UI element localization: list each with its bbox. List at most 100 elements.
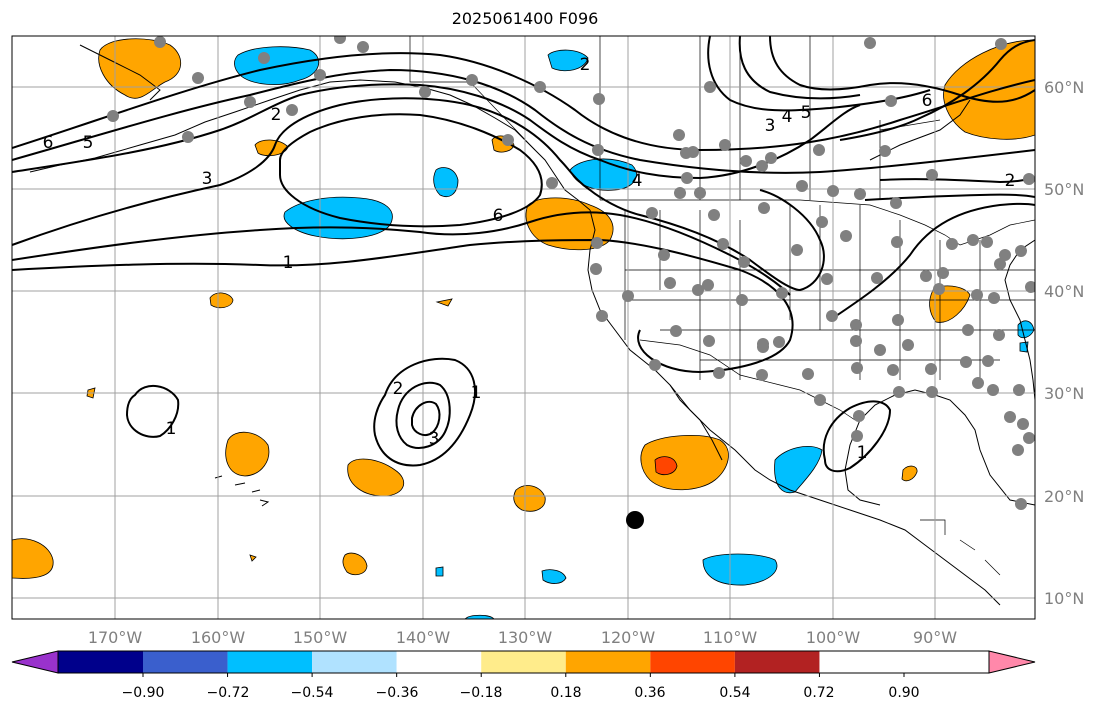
- colorbar-extend-max: [988, 650, 1036, 674]
- station-marker: [802, 368, 814, 380]
- station-marker: [1017, 418, 1029, 430]
- canada-provinces: [599, 36, 941, 200]
- station-marker: [891, 236, 903, 248]
- colorbar-tick-label: 0.18: [550, 685, 581, 701]
- station-marker: [590, 263, 602, 275]
- contour-line: [839, 39, 1035, 141]
- station-marker: [357, 41, 369, 53]
- anomaly-negative: [541, 569, 567, 584]
- alaska-coastline: [29, 79, 591, 211]
- station-marker: [673, 129, 685, 141]
- station-marker: [826, 310, 838, 322]
- north-alaska-coastline: [79, 44, 161, 101]
- anomaly-positive: [435, 298, 453, 307]
- station-marker: [107, 110, 119, 122]
- contour-label: 3: [765, 116, 776, 136]
- baja-coastline: [669, 384, 723, 461]
- station-marker: [926, 386, 938, 398]
- anomaly-negative: [435, 566, 444, 577]
- station-marker: [765, 152, 777, 164]
- contour-line: [12, 68, 1035, 174]
- station-marker: [670, 325, 682, 337]
- station-marker: [649, 359, 661, 371]
- contour-line: [12, 83, 861, 180]
- station-marker: [1012, 444, 1024, 456]
- station-marker: [994, 258, 1006, 270]
- station-marker: [622, 290, 634, 302]
- lon-tick-label: 110°W: [703, 628, 758, 647]
- station-marker: [850, 319, 862, 331]
- station-marker: [154, 36, 166, 48]
- station-markers: [107, 36, 1035, 510]
- station-marker: [925, 363, 937, 375]
- lon-tick-label: 120°W: [601, 628, 656, 647]
- anomaly-positive: [98, 38, 182, 99]
- station-marker: [596, 310, 608, 322]
- contour-label: 5: [83, 133, 94, 153]
- contour-label: 1: [857, 443, 868, 463]
- contour-line: [373, 357, 476, 467]
- contour-label: 3: [202, 169, 213, 189]
- station-marker: [967, 234, 979, 246]
- station-marker: [887, 364, 899, 376]
- contour-line: [395, 381, 451, 449]
- lat-tick-label: 50°N: [1044, 180, 1084, 199]
- anomaly-positive: [249, 554, 257, 562]
- station-marker: [902, 339, 914, 351]
- contour-label-group: 6 5 3 1 2 2 3 4 5 6 4 6 2 3 1 1 1 2: [43, 55, 1016, 463]
- lon-tick-label: 150°W: [293, 628, 348, 647]
- contour-label: 2: [580, 55, 591, 75]
- contour-label: 2: [1005, 171, 1016, 191]
- colorbar-tick-label: −0.18: [460, 685, 503, 701]
- contour-line: [822, 400, 892, 473]
- station-marker: [702, 279, 714, 291]
- station-marker: [993, 329, 1005, 341]
- station-marker: [244, 96, 256, 108]
- station-marker: [840, 230, 852, 242]
- station-marker: [1004, 411, 1016, 423]
- station-marker: [717, 238, 729, 250]
- station-marker: [756, 369, 768, 381]
- anomaly-positive: [640, 435, 729, 491]
- station-marker: [708, 209, 720, 221]
- lat-tick-label: 30°N: [1044, 384, 1084, 403]
- contour-line: [125, 385, 180, 438]
- colorbar-segment: [565, 651, 651, 673]
- contour-line: [769, 36, 1035, 103]
- station-marker: [946, 238, 958, 250]
- contour-label: 6: [43, 133, 54, 153]
- contour-label: 2: [393, 379, 404, 399]
- station-marker: [681, 172, 693, 184]
- station-marker: [1013, 384, 1025, 396]
- station-marker: [687, 146, 699, 158]
- colorbar-tick-label: −0.54: [291, 685, 334, 701]
- station-marker: [981, 236, 993, 248]
- lon-tick-label: 160°W: [191, 628, 246, 647]
- contour-label: 4: [782, 107, 793, 127]
- anomaly-positive: [347, 458, 405, 497]
- station-marker: [646, 207, 658, 219]
- station-marker: [258, 52, 270, 64]
- station-marker: [692, 284, 704, 296]
- station-marker: [419, 86, 431, 98]
- station-marker: [182, 131, 194, 143]
- station-marker: [982, 355, 994, 367]
- station-marker: [740, 155, 752, 167]
- contour-line: [12, 52, 1035, 152]
- station-marker: [286, 104, 298, 116]
- station-marker: [854, 188, 866, 200]
- colorbar-tick-label: 0.72: [803, 685, 834, 701]
- station-marker: [534, 81, 546, 93]
- station-marker: [466, 74, 478, 86]
- map-frame: [11, 35, 1036, 620]
- station-marker: [546, 177, 558, 189]
- colorbar-tick-label: 0.36: [634, 685, 665, 701]
- colorbar-tick-label: 0.54: [719, 685, 750, 701]
- station-marker: [850, 335, 862, 347]
- station-marker: [756, 160, 768, 172]
- anomaly-positive: [513, 485, 546, 512]
- station-marker: [851, 362, 863, 374]
- contour-line: [12, 97, 825, 292]
- colorbar-tick-label: −0.72: [207, 685, 250, 701]
- contour-label: 4: [632, 171, 643, 191]
